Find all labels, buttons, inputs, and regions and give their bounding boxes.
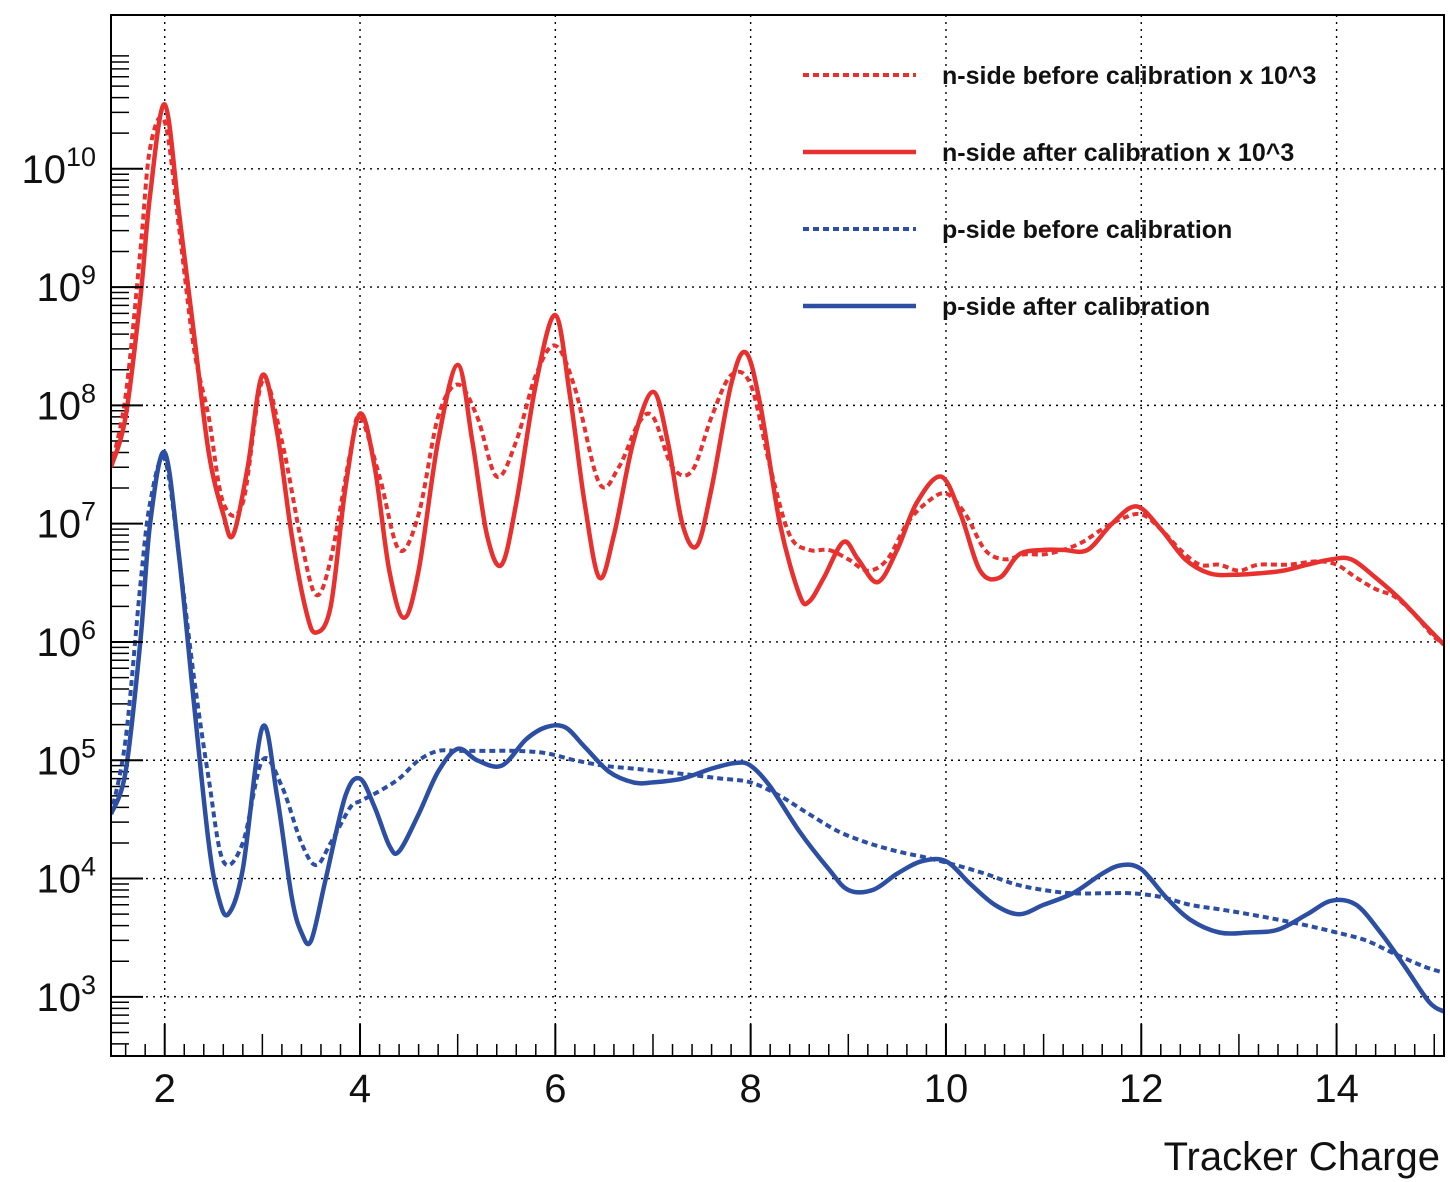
x-axis-title: Tracker Charge xyxy=(1164,1135,1440,1179)
y-tick-power: 7 xyxy=(81,497,96,527)
y-tick-base: 10 xyxy=(36,266,81,310)
y-tick-label: 103 xyxy=(36,970,96,1020)
y-tick-base: 10 xyxy=(36,384,81,428)
grid-lines xyxy=(111,15,1444,1056)
series-line-n-side-after-calibration-x-10-3 xyxy=(111,102,1444,647)
y-tick-label: 108 xyxy=(36,378,96,428)
y-tick-base: 10 xyxy=(36,976,81,1020)
x-tick-label: 10 xyxy=(924,1067,969,1111)
y-tick-power: 3 xyxy=(81,970,96,1000)
y-tick-label: 1010 xyxy=(21,142,96,192)
legend-label: n-side after calibration x 10^3 xyxy=(942,139,1294,167)
x-axis-ticks: 2 4 6 8 10 12 14 xyxy=(124,1024,1435,1111)
y-tick-base: 10 xyxy=(36,621,81,665)
y-tick-power: 6 xyxy=(81,615,96,645)
y-minor-ticks xyxy=(111,55,129,1045)
y-tick-label: 109 xyxy=(36,260,96,310)
y-tick-base: 10 xyxy=(21,148,66,192)
y-tick-power: 8 xyxy=(81,378,96,408)
y-tick-label: 106 xyxy=(36,615,96,665)
y-tick-base: 10 xyxy=(36,503,81,547)
y-tick-base: 10 xyxy=(36,739,81,783)
series-line-p-side-after-calibration xyxy=(111,449,1444,1014)
x-tick-label: 2 xyxy=(154,1067,176,1111)
legend-label: p-side after calibration xyxy=(942,293,1210,321)
x-tick-label: 4 xyxy=(349,1067,371,1111)
x-tick-label: 12 xyxy=(1119,1067,1164,1111)
legend: n-side before calibration x 10^3 n-side a… xyxy=(803,62,1316,321)
plot-frame xyxy=(110,14,1445,1057)
legend-label: p-side before calibration xyxy=(942,216,1232,244)
y-tick-power: 5 xyxy=(81,733,96,763)
legend-label: n-side before calibration x 10^3 xyxy=(942,62,1316,90)
y-tick-label: 104 xyxy=(36,852,96,902)
series-lines xyxy=(111,102,1444,1014)
y-tick-label: 107 xyxy=(36,497,96,547)
y-tick-label: 105 xyxy=(36,733,96,783)
x-tick-label: 8 xyxy=(740,1067,762,1111)
y-tick-power: 9 xyxy=(81,260,96,290)
x-tick-label: 14 xyxy=(1314,1067,1359,1111)
y-tick-power: 4 xyxy=(81,852,96,882)
y-tick-power: 10 xyxy=(66,142,96,172)
x-tick-label: 6 xyxy=(544,1067,566,1111)
y-tick-base: 10 xyxy=(36,858,81,902)
